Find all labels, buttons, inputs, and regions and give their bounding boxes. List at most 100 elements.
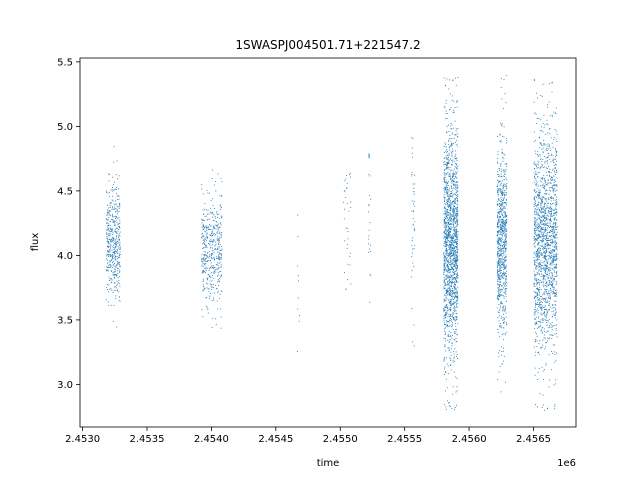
- data-point: [448, 204, 450, 206]
- data-point: [216, 264, 218, 266]
- data-point: [413, 345, 415, 347]
- data-point: [541, 306, 543, 308]
- data-point: [452, 241, 454, 243]
- data-point: [119, 227, 121, 229]
- data-point: [455, 173, 457, 174]
- data-point: [556, 234, 558, 236]
- data-point: [450, 170, 451, 172]
- data-point: [534, 150, 536, 152]
- data-point: [499, 254, 501, 255]
- data-point: [343, 191, 345, 193]
- data-point: [119, 219, 121, 221]
- data-point: [446, 229, 448, 231]
- data-point: [443, 300, 445, 302]
- data-point: [445, 408, 447, 410]
- data-point: [446, 192, 448, 194]
- data-point: [499, 249, 501, 251]
- data-point: [449, 281, 451, 283]
- data-point: [553, 257, 555, 259]
- data-point: [446, 235, 448, 237]
- data-point: [113, 221, 115, 223]
- data-point: [443, 281, 445, 283]
- data-point: [552, 223, 554, 225]
- data-point: [457, 191, 459, 192]
- data-point: [533, 259, 535, 261]
- data-point: [536, 239, 538, 241]
- data-point: [538, 226, 540, 228]
- data-point: [451, 293, 453, 295]
- data-point: [544, 203, 546, 205]
- data-point: [539, 180, 541, 182]
- data-point: [498, 264, 500, 266]
- data-point: [548, 293, 550, 294]
- data-point: [536, 283, 538, 285]
- data-point: [540, 219, 541, 221]
- data-point: [450, 274, 452, 276]
- data-point: [449, 190, 451, 192]
- data-point: [209, 266, 211, 268]
- data-point: [448, 237, 450, 239]
- data-point: [538, 242, 540, 244]
- data-point: [504, 266, 506, 268]
- data-point: [450, 236, 452, 238]
- data-point: [500, 269, 501, 271]
- data-point: [449, 218, 450, 219]
- data-point: [539, 222, 541, 224]
- data-point: [456, 191, 458, 193]
- data-point: [446, 236, 448, 238]
- data-point: [505, 216, 507, 217]
- data-point: [203, 257, 205, 259]
- data-point: [504, 273, 505, 275]
- data-point: [544, 264, 546, 266]
- data-point: [546, 215, 548, 216]
- data-point: [497, 271, 498, 273]
- data-point: [412, 203, 414, 205]
- data-point: [556, 275, 558, 277]
- data-point: [445, 378, 447, 380]
- data-point: [548, 226, 550, 228]
- data-point: [106, 211, 108, 213]
- data-point: [554, 241, 556, 243]
- data-point: [448, 154, 450, 156]
- data-point: [554, 171, 556, 173]
- data-point: [119, 226, 120, 228]
- data-point: [446, 181, 447, 183]
- data-point: [550, 262, 552, 264]
- data-point: [451, 179, 453, 181]
- data-point: [541, 331, 543, 333]
- data-point: [205, 268, 207, 270]
- data-point: [108, 195, 110, 197]
- data-point: [218, 297, 220, 299]
- data-point: [368, 238, 370, 240]
- data-point: [555, 244, 557, 246]
- data-point: [116, 188, 117, 190]
- data-point: [446, 125, 448, 127]
- data-point: [500, 237, 502, 239]
- data-point: [553, 137, 555, 139]
- data-point: [505, 170, 507, 172]
- data-point: [206, 219, 208, 221]
- data-point: [552, 305, 553, 307]
- data-point: [499, 249, 501, 251]
- data-point: [110, 241, 112, 243]
- data-point: [117, 206, 119, 207]
- data-point: [542, 268, 544, 270]
- data-point: [453, 238, 454, 239]
- data-point: [497, 266, 499, 268]
- data-point: [455, 163, 457, 165]
- data-point: [111, 256, 113, 258]
- data-point: [212, 228, 214, 230]
- data-point: [499, 271, 501, 272]
- data-point: [113, 251, 115, 253]
- data-point: [446, 213, 448, 215]
- data-point: [536, 259, 538, 261]
- data-point: [119, 266, 121, 268]
- data-point: [504, 196, 505, 198]
- data-point: [541, 177, 543, 179]
- data-point: [538, 192, 540, 193]
- data-point: [552, 258, 554, 260]
- data-point: [118, 208, 120, 210]
- data-point: [502, 347, 504, 349]
- data-point: [506, 247, 507, 249]
- data-point: [216, 221, 218, 223]
